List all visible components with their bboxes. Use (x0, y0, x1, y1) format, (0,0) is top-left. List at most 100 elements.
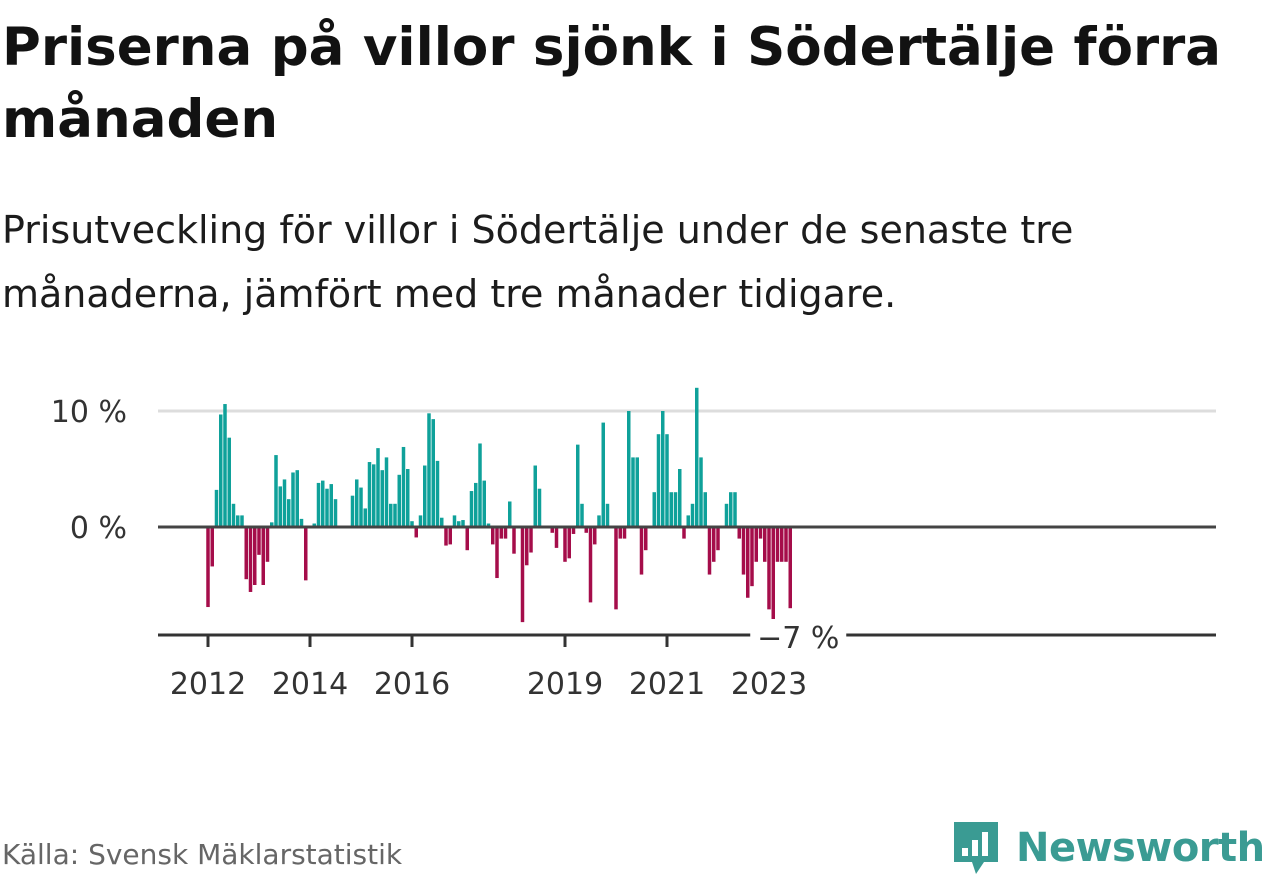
bar (512, 527, 516, 554)
axes (158, 525, 1216, 647)
bar (767, 527, 771, 610)
bar (457, 521, 461, 527)
tick-labels: 0 % 10 % 2012 2014 2016 2019 2021 2023 −7 % (51, 395, 847, 702)
bar (665, 434, 669, 527)
bar (593, 527, 597, 545)
bar (788, 527, 792, 609)
bar (737, 527, 741, 539)
bar (614, 527, 618, 610)
bar (240, 515, 244, 527)
bar (469, 491, 474, 527)
bar (750, 527, 754, 587)
bar (656, 434, 661, 527)
bar (690, 503, 695, 527)
bar (784, 527, 788, 562)
x-tick-label: 2019 (527, 667, 603, 702)
bar (529, 527, 533, 553)
bar (716, 527, 720, 551)
bar (418, 515, 423, 527)
bar (431, 419, 435, 527)
bar (486, 523, 491, 527)
bar (699, 457, 703, 527)
bar (376, 448, 380, 527)
bar (257, 527, 261, 555)
bar (291, 472, 295, 527)
bar (584, 527, 588, 533)
bar (452, 515, 457, 527)
bar (414, 527, 418, 538)
bar (520, 527, 525, 623)
bar-chart: 0 % 10 % 2012 2014 2016 2019 2021 2023 −7 % (51, 387, 1216, 702)
bar (397, 474, 401, 527)
bar (533, 465, 537, 527)
bar (380, 470, 384, 527)
bar (644, 527, 648, 551)
bar (597, 515, 601, 527)
bar (780, 527, 784, 562)
bar (495, 527, 499, 579)
bar (393, 503, 397, 527)
bar (580, 503, 584, 527)
bar (401, 446, 406, 527)
bar (571, 527, 576, 534)
bar (678, 469, 682, 527)
bar (219, 414, 223, 527)
bar (525, 527, 529, 566)
bar (669, 492, 673, 527)
newsworthy-logo[interactable]: Newsworthy (950, 818, 1262, 878)
bar (329, 484, 333, 527)
bar (741, 527, 746, 575)
bar (265, 527, 270, 562)
bar (746, 527, 750, 598)
bar (274, 455, 278, 527)
bar (474, 482, 478, 527)
bar (503, 527, 508, 539)
newsworthy-logo-icon (954, 822, 998, 874)
x-tick-label: 2021 (629, 667, 705, 702)
bar (389, 503, 393, 527)
source-note: Källa: Svensk Mäklarstatistik (2, 838, 403, 871)
bar (771, 527, 775, 621)
chart-title: Priserna på villor sjönk i Södertälje fö… (2, 17, 1222, 150)
bar (554, 527, 559, 548)
bar (703, 492, 707, 527)
bar (367, 462, 372, 527)
bar (440, 517, 444, 527)
bar (724, 503, 729, 527)
x-tick-label: 2023 (731, 667, 807, 702)
bar (729, 492, 733, 527)
bar (210, 527, 214, 567)
bar (627, 411, 631, 527)
bar (563, 527, 567, 562)
bar (550, 527, 554, 533)
x-tick-label: 2012 (170, 667, 246, 702)
bar (605, 503, 610, 527)
bar (775, 527, 780, 562)
bar (206, 527, 210, 608)
bar (333, 499, 338, 527)
bar (214, 489, 219, 527)
bar (733, 492, 737, 527)
bar (248, 527, 253, 592)
bar (355, 479, 359, 527)
bar (682, 527, 686, 539)
bar (448, 527, 452, 545)
bar (537, 488, 542, 527)
bar (261, 527, 265, 585)
x-tick-label: 2016 (374, 667, 450, 702)
bar (244, 527, 248, 580)
bar (227, 437, 231, 527)
bar (508, 501, 512, 527)
bar (423, 465, 427, 527)
x-tick-label: 2014 (272, 667, 348, 702)
bar (384, 457, 389, 527)
bar (287, 499, 291, 527)
bar (601, 422, 605, 527)
bar (635, 457, 639, 527)
bar (588, 527, 593, 603)
bar (686, 515, 690, 527)
bar (622, 527, 627, 539)
bar (325, 488, 329, 527)
bar (712, 527, 716, 562)
bar (278, 486, 282, 527)
